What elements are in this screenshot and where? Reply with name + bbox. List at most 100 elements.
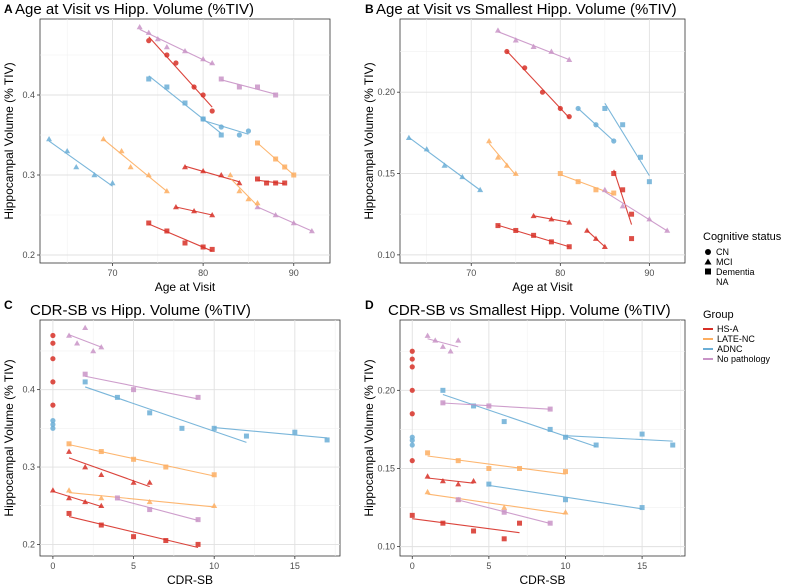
data-point-triangle [566,56,573,62]
data-point-square [593,187,599,193]
series-adnc [82,379,249,443]
data-point-triangle [424,473,431,479]
data-point-triangle [254,204,261,210]
data-point-circle [409,442,415,448]
tick-label-x: 90 [289,268,299,278]
trend-line [442,393,597,448]
tick-label-x: 5 [131,561,136,571]
data-point-circle [236,132,242,138]
panels-layer: 70 80 90 0.2 0.3 0.4 A Age at Visit vs Hipp. Vo… [2,1,686,587]
data-point-triangle [73,164,80,170]
data-point-square [82,371,88,377]
trend-line [68,516,199,549]
data-point-triangle [66,487,73,493]
trend-line [184,165,240,183]
tick-label-y: 0.15 [377,463,395,473]
data-point-triangle [49,487,56,493]
data-point-triangle [98,344,105,350]
legend-item-hs-a[interactable]: HS-A [703,324,739,334]
legend-item-na[interactable]: NA [716,277,729,287]
data-point-circle [50,421,56,428]
legend-item-adnc[interactable]: ADNC [703,344,743,354]
series-hs-a [146,36,215,114]
legend-group-label-hs-a: HS-A [717,324,739,334]
legend-group-label-adnc: ADNC [717,344,743,354]
legend-item-mci[interactable]: MCI [704,257,733,267]
data-point-square [182,240,188,246]
trend-line [68,457,150,488]
panel-title-c: CDR-SB vs Hipp. Volume (%TIV) [30,302,251,319]
legend-shape-square [705,268,711,275]
series-late-nc [100,136,170,194]
series-no-pathology [254,204,315,234]
data-point-triangle [470,477,477,484]
data-point-square [455,497,461,503]
data-point-square [562,434,568,440]
data-point-square [547,426,553,432]
legend-item-cn[interactable]: CN [705,247,729,257]
legend-item-no-pathology[interactable]: No pathology [703,354,771,364]
data-point-square [211,425,217,431]
series-late-nc [227,172,261,207]
chart-panel-d: 0 5 10 15 0.10 0.15 0.20 D CDR-SB vs Smallest Hi… [362,298,686,587]
data-point-square [620,187,626,193]
data-point-square [471,528,477,534]
data-point-circle [50,425,56,431]
data-point-triangle [548,216,555,222]
data-point-circle [409,348,415,354]
tick-label-x: 80 [555,268,565,278]
trend-line [68,491,215,508]
data-point-square [602,105,608,111]
series-hs-a [66,448,153,488]
legend-item-dementia[interactable]: Dementia [705,267,755,277]
data-point-triangle [74,340,81,346]
data-point-triangle [501,504,508,510]
tick-label-x: 90 [644,268,654,278]
series-no-pathology [66,324,105,354]
data-point-square [66,510,72,516]
panel-title-d: CDR-SB vs Smallest Hipp. Volume (%TIV) [388,302,671,319]
legend-cognitive-label-cn: CN [716,247,729,257]
tick-label-y: 0.4 [22,90,35,100]
data-point-circle [575,105,581,112]
data-point-square [209,246,215,252]
series-hs-a [611,169,635,242]
series-adnc [46,136,116,187]
tick-label-x: 0 [410,561,415,571]
data-point-square [131,387,137,393]
data-point-triangle [512,37,519,43]
data-point-square [66,441,72,447]
series-adnc [562,431,676,448]
data-point-triangle [130,479,137,485]
data-point-circle [50,417,56,424]
data-point-square [670,442,676,448]
data-point-square [147,507,153,513]
data-point-square [243,433,249,439]
series-hs-a [409,512,523,542]
data-point-triangle [530,43,537,49]
data-point-circle [209,108,215,114]
data-point-square [455,458,461,464]
panel-tag-d: D [365,298,374,312]
data-point-triangle [98,471,105,478]
data-point-square [282,180,288,186]
series-no-pathology [82,371,201,400]
trend-line [427,338,459,348]
data-point-square [82,379,88,385]
series-adnc [440,387,599,448]
data-point-triangle [424,488,431,495]
tick-label-x: 70 [107,268,117,278]
tick-label-x: 15 [290,561,300,571]
series-hs-a [50,332,56,408]
data-point-triangle [562,509,569,515]
data-point-triangle [664,227,671,233]
tick-label-y: 0.3 [22,170,35,180]
y-axis-label: Hippocampal Volume (% TIV) [2,62,16,219]
legend-item-late-nc[interactable]: LATE-NC [703,334,755,344]
data-point-triangle [163,44,170,50]
data-point-triangle [447,348,454,354]
tick-label-y: 0.10 [377,250,395,260]
plot-area [399,319,686,557]
data-point-circle [200,116,206,122]
trend-line [68,444,215,477]
